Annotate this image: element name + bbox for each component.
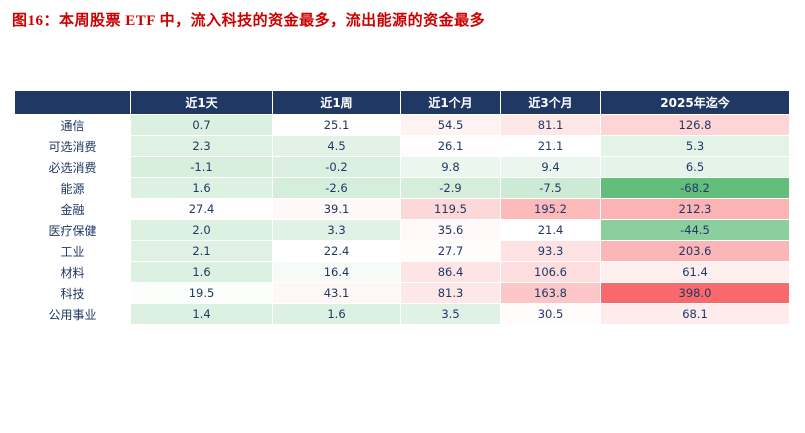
heatmap-cell: 9.4 bbox=[500, 156, 601, 178]
heatmap-cell: 25.1 bbox=[272, 114, 401, 136]
heatmap-cell: 26.1 bbox=[400, 135, 501, 157]
heatmap-cell: 1.6 bbox=[130, 177, 273, 199]
table-body: 通信 0.7 25.1 54.5 81.1 126.8 可选消费 2.3 4.5 26.1 21.1… bbox=[14, 114, 790, 325]
row-label: 公用事业 bbox=[14, 303, 131, 325]
heatmap-cell: -2.6 bbox=[272, 177, 401, 199]
heatmap-cell: 27.7 bbox=[400, 240, 501, 262]
heatmap-cell: -1.1 bbox=[130, 156, 273, 178]
table-row: 工业 2.1 22.4 27.7 93.3 203.6 bbox=[14, 240, 790, 262]
heatmap-cell: 126.8 bbox=[600, 114, 790, 136]
heatmap-cell: 5.3 bbox=[600, 135, 790, 157]
row-label: 通信 bbox=[14, 114, 131, 136]
heatmap-cell: 21.4 bbox=[500, 219, 601, 241]
heatmap-cell: 86.4 bbox=[400, 261, 501, 283]
heatmap-cell: -44.5 bbox=[600, 219, 790, 241]
heatmap-cell: 81.1 bbox=[500, 114, 601, 136]
etf-flow-heatmap-table: 近1天 近1周 近1个月 近3个月 2025年迄今 通信 0.7 25.1 54.5 81.1 1… bbox=[14, 90, 790, 325]
heatmap-cell: 398.0 bbox=[600, 282, 790, 304]
table-row: 能源 1.6 -2.6 -2.9 -7.5 -68.2 bbox=[14, 177, 790, 199]
heatmap-cell: 30.5 bbox=[500, 303, 601, 325]
heatmap-cell: 16.4 bbox=[272, 261, 401, 283]
heatmap-cell: 22.4 bbox=[272, 240, 401, 262]
heatmap-cell: 2.0 bbox=[130, 219, 273, 241]
heatmap-cell: 4.5 bbox=[272, 135, 401, 157]
heatmap-cell: 27.4 bbox=[130, 198, 273, 220]
table-row: 医疗保健 2.0 3.3 35.6 21.4 -44.5 bbox=[14, 219, 790, 241]
table-row: 通信 0.7 25.1 54.5 81.1 126.8 bbox=[14, 114, 790, 136]
table-row: 材料 1.6 16.4 86.4 106.6 61.4 bbox=[14, 261, 790, 283]
table-row: 科技 19.5 43.1 81.3 163.8 398.0 bbox=[14, 282, 790, 304]
heatmap-cell: 9.8 bbox=[400, 156, 501, 178]
heatmap-cell: 35.6 bbox=[400, 219, 501, 241]
column-header: 近1天 bbox=[130, 90, 273, 115]
heatmap-cell: 39.1 bbox=[272, 198, 401, 220]
heatmap-cell: 1.6 bbox=[130, 261, 273, 283]
heatmap-cell: 81.3 bbox=[400, 282, 501, 304]
heatmap-cell: 2.1 bbox=[130, 240, 273, 262]
heatmap-cell: 6.5 bbox=[600, 156, 790, 178]
heatmap-cell: 43.1 bbox=[272, 282, 401, 304]
row-label: 必选消费 bbox=[14, 156, 131, 178]
heatmap-cell: 106.6 bbox=[500, 261, 601, 283]
heatmap-cell: 212.3 bbox=[600, 198, 790, 220]
table-header-row: 近1天 近1周 近1个月 近3个月 2025年迄今 bbox=[14, 90, 790, 115]
column-header: 2025年迄今 bbox=[600, 90, 790, 115]
table-row: 必选消费 -1.1 -0.2 9.8 9.4 6.5 bbox=[14, 156, 790, 178]
heatmap-cell: 68.1 bbox=[600, 303, 790, 325]
heatmap-cell: 119.5 bbox=[400, 198, 501, 220]
heatmap-cell: 21.1 bbox=[500, 135, 601, 157]
heatmap-cell: 54.5 bbox=[400, 114, 501, 136]
column-header: 近1个月 bbox=[400, 90, 501, 115]
row-label: 能源 bbox=[14, 177, 131, 199]
heatmap-cell: 0.7 bbox=[130, 114, 273, 136]
heatmap-cell: 203.6 bbox=[600, 240, 790, 262]
heatmap-cell: -0.2 bbox=[272, 156, 401, 178]
table-row: 金融 27.4 39.1 119.5 195.2 212.3 bbox=[14, 198, 790, 220]
heatmap-cell: -68.2 bbox=[600, 177, 790, 199]
row-label: 科技 bbox=[14, 282, 131, 304]
heatmap-cell: 1.4 bbox=[130, 303, 273, 325]
figure-title: 图16：本周股票 ETF 中，流入科技的资金最多，流出能源的资金最多 bbox=[12, 13, 486, 29]
heatmap-cell: 3.3 bbox=[272, 219, 401, 241]
heatmap-cell: 1.6 bbox=[272, 303, 401, 325]
row-label: 金融 bbox=[14, 198, 131, 220]
row-label: 材料 bbox=[14, 261, 131, 283]
table-row: 公用事业 1.4 1.6 3.5 30.5 68.1 bbox=[14, 303, 790, 325]
heatmap-cell: 163.8 bbox=[500, 282, 601, 304]
heatmap-cell: 19.5 bbox=[130, 282, 273, 304]
heatmap-cell: -2.9 bbox=[400, 177, 501, 199]
heatmap-cell: 61.4 bbox=[600, 261, 790, 283]
heatmap-cell: 2.3 bbox=[130, 135, 273, 157]
heatmap-cell: 195.2 bbox=[500, 198, 601, 220]
row-label: 医疗保健 bbox=[14, 219, 131, 241]
row-label: 可选消费 bbox=[14, 135, 131, 157]
heatmap-cell: 93.3 bbox=[500, 240, 601, 262]
heatmap-cell: -7.5 bbox=[500, 177, 601, 199]
column-header: 近3个月 bbox=[500, 90, 601, 115]
corner-cell bbox=[14, 90, 131, 115]
row-label: 工业 bbox=[14, 240, 131, 262]
column-header: 近1周 bbox=[272, 90, 401, 115]
table-row: 可选消费 2.3 4.5 26.1 21.1 5.3 bbox=[14, 135, 790, 157]
heatmap-cell: 3.5 bbox=[400, 303, 501, 325]
